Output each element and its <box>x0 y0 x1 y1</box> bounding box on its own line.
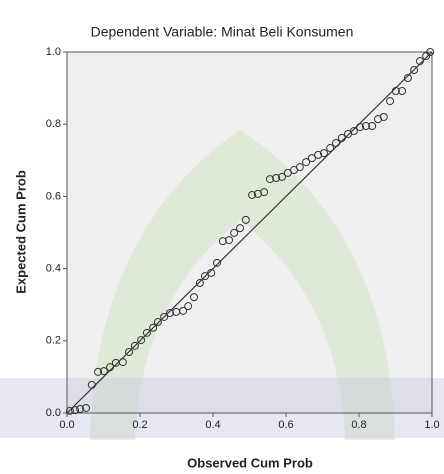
y-tick-label: 0.2 <box>46 335 61 347</box>
x-tick-label: 0.6 <box>278 419 293 431</box>
y-tick-label: 0.8 <box>46 118 61 130</box>
chart-title: Dependent Variable: Minat Beli Konsumen <box>91 24 354 40</box>
chart: Dependent Variable: Minat Beli Konsumen … <box>0 0 444 474</box>
x-tick-label: 0.2 <box>132 419 147 431</box>
y-tick-label: 0.0 <box>46 407 61 419</box>
x-axis-label: Observed Cum Prob <box>187 455 313 470</box>
y-axis-label: Expected Cum Prob <box>13 170 28 294</box>
x-tick-label: 1.0 <box>424 419 439 431</box>
y-tick-label: 0.6 <box>46 190 61 202</box>
x-tick-label: 0.8 <box>351 419 366 431</box>
x-tick-label: 0.4 <box>205 419 220 431</box>
y-tick-label: 1.0 <box>46 46 61 58</box>
x-tick-label: 0.0 <box>59 419 74 431</box>
y-tick-label: 0.4 <box>46 263 61 275</box>
